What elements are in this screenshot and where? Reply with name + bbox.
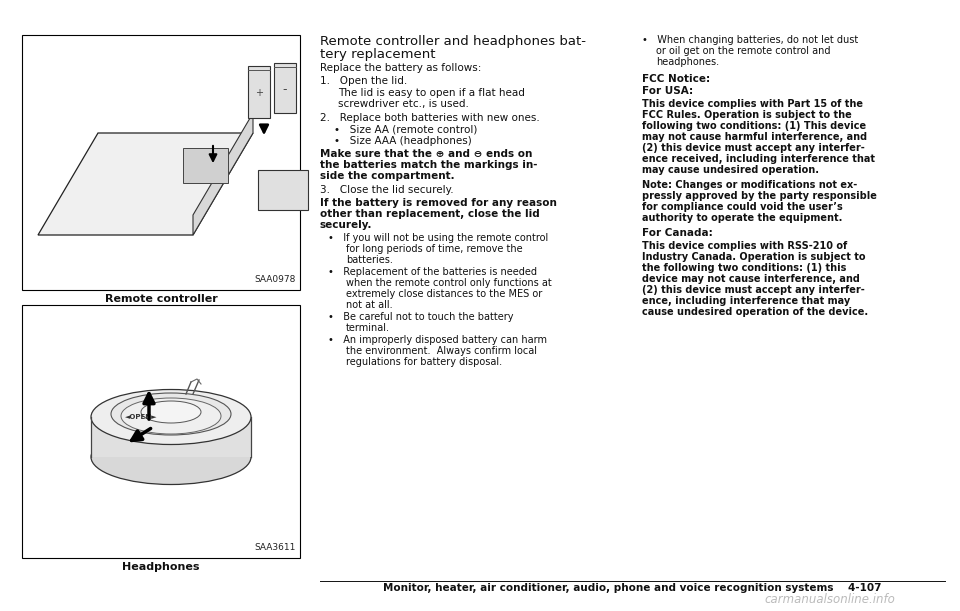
- Polygon shape: [274, 63, 296, 113]
- Text: This device complies with RSS-210 of: This device complies with RSS-210 of: [642, 241, 848, 251]
- Text: Note: Changes or modifications not ex-: Note: Changes or modifications not ex-: [642, 180, 857, 190]
- Text: batteries.: batteries.: [346, 255, 393, 265]
- Text: -: -: [283, 84, 287, 97]
- Text: the environment.  Always confirm local: the environment. Always confirm local: [346, 346, 537, 356]
- Text: ◄OPEN►: ◄OPEN►: [125, 414, 157, 420]
- Text: (2) this device must accept any interfer-: (2) this device must accept any interfer…: [642, 285, 865, 295]
- Text: device may not cause interference, and: device may not cause interference, and: [642, 274, 860, 284]
- Polygon shape: [183, 148, 228, 183]
- Text: 3.   Close the lid securely.: 3. Close the lid securely.: [320, 185, 454, 195]
- Text: Remote controller: Remote controller: [105, 294, 217, 304]
- Text: screwdriver etc., is used.: screwdriver etc., is used.: [338, 99, 468, 109]
- Ellipse shape: [141, 401, 201, 423]
- Text: regulations for battery disposal.: regulations for battery disposal.: [346, 357, 502, 367]
- Bar: [22, 305, 300, 558]
- Text: pressly approved by the party responsible: pressly approved by the party responsibl…: [642, 191, 876, 201]
- Text: authority to operate the equipment.: authority to operate the equipment.: [642, 213, 842, 223]
- Text: extremely close distances to the MES or: extremely close distances to the MES or: [346, 289, 542, 299]
- Text: side the compartment.: side the compartment.: [320, 171, 455, 181]
- Text: SAA0978: SAA0978: [254, 275, 296, 284]
- Text: For USA:: For USA:: [642, 86, 693, 96]
- Text: may not cause harmful interference, and: may not cause harmful interference, and: [642, 132, 867, 142]
- Text: tery replacement: tery replacement: [320, 48, 436, 61]
- Text: •   An improperly disposed battery can harm: • An improperly disposed battery can har…: [328, 335, 547, 345]
- Text: following two conditions: (1) This device: following two conditions: (1) This devic…: [642, 121, 866, 131]
- Text: •   When changing batteries, do not let dust: • When changing batteries, do not let du…: [642, 35, 858, 45]
- Text: +: +: [255, 88, 263, 98]
- Polygon shape: [91, 417, 251, 457]
- Text: the batteries match the markings in-: the batteries match the markings in-: [320, 160, 538, 170]
- Text: other than replacement, close the lid: other than replacement, close the lid: [320, 209, 540, 219]
- Bar: [22, 35, 300, 290]
- Text: The lid is easy to open if a flat head: The lid is easy to open if a flat head: [338, 88, 525, 98]
- Text: securely.: securely.: [320, 220, 372, 230]
- Text: •   Replacement of the batteries is needed: • Replacement of the batteries is needed: [328, 267, 537, 277]
- Text: headphones.: headphones.: [656, 57, 719, 67]
- Text: •   Size AAA (headphones): • Size AAA (headphones): [334, 136, 471, 146]
- Text: ence, including interference that may: ence, including interference that may: [642, 296, 851, 306]
- Ellipse shape: [91, 389, 251, 444]
- Text: Headphones: Headphones: [122, 562, 200, 572]
- Text: FCC Rules. Operation is subject to the: FCC Rules. Operation is subject to the: [642, 110, 852, 120]
- Text: 1.   Open the lid.: 1. Open the lid.: [320, 76, 407, 86]
- Text: FCC Notice:: FCC Notice:: [642, 74, 710, 84]
- Polygon shape: [38, 133, 253, 235]
- Text: terminal.: terminal.: [346, 323, 390, 333]
- Text: For Canada:: For Canada:: [642, 228, 712, 238]
- Text: Monitor, heater, air conditioner, audio, phone and voice recognition systems    : Monitor, heater, air conditioner, audio,…: [383, 583, 881, 593]
- Polygon shape: [258, 170, 308, 210]
- Text: ence received, including interference that: ence received, including interference th…: [642, 154, 875, 164]
- Text: when the remote control only functions at: when the remote control only functions a…: [346, 278, 552, 288]
- Text: Remote controller and headphones bat-: Remote controller and headphones bat-: [320, 35, 586, 48]
- Text: not at all.: not at all.: [346, 300, 393, 310]
- Text: for long periods of time, remove the: for long periods of time, remove the: [346, 244, 522, 254]
- Polygon shape: [248, 66, 270, 118]
- Text: or oil get on the remote control and: or oil get on the remote control and: [656, 46, 830, 56]
- Ellipse shape: [91, 430, 251, 485]
- Ellipse shape: [111, 393, 231, 435]
- Text: •   Size AA (remote control): • Size AA (remote control): [334, 125, 477, 135]
- Text: If the battery is removed for any reason: If the battery is removed for any reason: [320, 198, 557, 208]
- Text: carmanualsonline.info: carmanualsonline.info: [764, 593, 896, 606]
- Polygon shape: [193, 113, 253, 235]
- Text: 2.   Replace both batteries with new ones.: 2. Replace both batteries with new ones.: [320, 113, 540, 123]
- Text: SAA3611: SAA3611: [254, 543, 296, 552]
- Text: the following two conditions: (1) this: the following two conditions: (1) this: [642, 263, 847, 273]
- Text: for compliance could void the user’s: for compliance could void the user’s: [642, 202, 843, 212]
- Text: (2) this device must accept any interfer-: (2) this device must accept any interfer…: [642, 143, 865, 153]
- Text: •   If you will not be using the remote control: • If you will not be using the remote co…: [328, 233, 548, 243]
- Text: •   Be careful not to touch the battery: • Be careful not to touch the battery: [328, 312, 514, 322]
- Text: Make sure that the ⊕ and ⊖ ends on: Make sure that the ⊕ and ⊖ ends on: [320, 149, 533, 159]
- Ellipse shape: [121, 398, 221, 434]
- Text: cause undesired operation of the device.: cause undesired operation of the device.: [642, 307, 868, 317]
- Text: Replace the battery as follows:: Replace the battery as follows:: [320, 63, 481, 73]
- Text: This device complies with Part 15 of the: This device complies with Part 15 of the: [642, 99, 863, 109]
- Text: may cause undesired operation.: may cause undesired operation.: [642, 165, 819, 175]
- Text: Industry Canada. Operation is subject to: Industry Canada. Operation is subject to: [642, 252, 866, 262]
